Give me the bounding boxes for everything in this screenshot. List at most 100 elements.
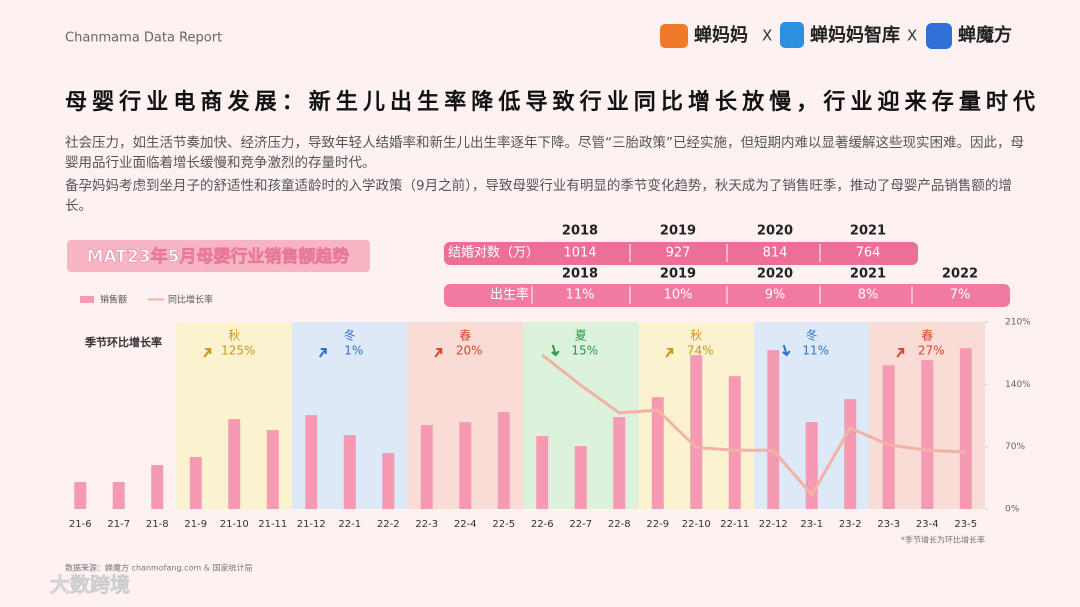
x-tick-label: 21-9	[184, 519, 207, 530]
season-name: 冬	[806, 328, 818, 343]
x-tick-label: 22-6	[531, 519, 554, 530]
bar	[497, 412, 510, 509]
trend-arrow	[318, 348, 327, 358]
table-year: 2021	[850, 224, 886, 239]
x-tick-label: 22-3	[415, 519, 438, 530]
trend-arrow	[782, 344, 791, 357]
x-tick-label: 21-8	[146, 519, 169, 530]
x-tick-label: 22-8	[608, 519, 631, 530]
x-tick-label: 21-10	[220, 519, 249, 530]
bar	[882, 365, 895, 509]
watermark: 大数跨境	[50, 573, 130, 597]
x-tick-label: 21-7	[107, 519, 130, 530]
logo-icon	[926, 23, 952, 49]
x-tick-label: 22-2	[377, 519, 400, 530]
y2-tick-label: 70%	[1005, 442, 1025, 452]
table-row-bg	[444, 242, 918, 265]
y2-tick-label: 0%	[1005, 505, 1020, 515]
bar	[382, 453, 395, 509]
bar	[536, 436, 549, 509]
bar	[959, 348, 972, 509]
table-year: 2021	[850, 267, 886, 282]
x-tick-label: 23-3	[877, 519, 900, 530]
trend-arrow	[665, 348, 674, 358]
y2-tick-label: 210%	[1005, 318, 1031, 328]
table-value: 9%	[765, 288, 786, 303]
x-tick-label: 21-11	[258, 519, 287, 530]
season-change: 1%	[344, 344, 363, 358]
bar	[266, 430, 279, 509]
x-tick-label: 23-1	[800, 519, 823, 530]
bar	[151, 465, 164, 509]
bar	[651, 397, 664, 509]
season-change: 27%	[918, 344, 945, 358]
bar	[844, 399, 857, 509]
bar	[574, 446, 587, 509]
x-tick-label: 23-2	[839, 519, 862, 530]
paragraphs: 社会压力，如生活节奏加快、经济压力，导致年轻人结婚率和新生儿出生率逐年下降。尽管…	[65, 133, 1030, 219]
table-year: 2019	[660, 267, 696, 282]
logo: 蝉妈妈	[694, 24, 748, 46]
season-change: 125%	[221, 344, 255, 358]
bar	[459, 422, 472, 509]
season-change: 20%	[456, 344, 483, 358]
bar	[613, 417, 626, 509]
x-tick-label: 22-11	[720, 519, 749, 530]
table-value: 814	[763, 246, 788, 261]
table-row-label: 出生率	[490, 287, 529, 303]
logo-sep: X	[907, 27, 917, 45]
bar	[305, 415, 318, 509]
x-tick-label: 22-9	[646, 519, 669, 530]
logo: 蝉魔方	[958, 24, 1012, 46]
season-name: 春	[921, 329, 933, 343]
line	[541, 353, 966, 497]
table-year: 2018	[562, 267, 598, 282]
bar	[420, 425, 433, 509]
paragraph: 社会压力，如生活节奏加快、经济压力，导致年轻人结婚率和新生儿出生率逐年下降。尽管…	[65, 135, 1024, 171]
table-value: 764	[856, 246, 881, 261]
report-label: Chanmama Data Report	[65, 31, 222, 46]
table-year: 2020	[757, 267, 793, 282]
season-name: 秋	[228, 329, 240, 343]
chart-title-box	[67, 240, 370, 272]
table-year: 2020	[757, 224, 793, 239]
trend-arrow	[551, 344, 560, 357]
logo-icon	[660, 24, 688, 48]
logo-icon	[780, 22, 804, 48]
x-tick-label: 22-4	[454, 519, 477, 530]
bar	[343, 435, 356, 509]
table-year: 2022	[942, 267, 978, 282]
bar	[189, 457, 202, 509]
source: 数据来源：蝉魔方 chanmofang.com & 国家统计局	[65, 563, 253, 573]
x-tick-label: 23-4	[916, 519, 939, 530]
x-tick-label: 22-1	[338, 519, 361, 530]
bar	[112, 482, 125, 509]
logo-sep: X	[762, 27, 772, 45]
table-value: 1014	[563, 246, 596, 261]
x-tick-label: 22-12	[759, 519, 788, 530]
season-change: 74%	[687, 344, 714, 358]
x-tick-label: 21-6	[69, 519, 92, 530]
bar	[690, 355, 703, 509]
table-value: 8%	[858, 288, 879, 303]
table-value: 7%	[950, 288, 971, 303]
season-change: 11%	[802, 344, 829, 358]
season-name: 夏	[575, 329, 587, 343]
x-tick-label: 22-5	[492, 519, 515, 530]
trend-arrow	[434, 348, 443, 358]
table-value: 927	[666, 246, 691, 261]
legend-label: 同比增长率	[168, 294, 213, 306]
table-value: 10%	[664, 288, 693, 303]
subtitle: 季节环比增长率	[84, 335, 162, 349]
table-value: 11%	[566, 288, 595, 303]
x-tick-label: 22-10	[682, 519, 711, 530]
legend-swatch	[80, 296, 94, 303]
chart-title: MAT23年5月母婴行业销售额趋势	[87, 246, 350, 267]
bar	[74, 482, 87, 509]
trend-arrow	[896, 348, 905, 358]
x-tick-label: 21-12	[297, 519, 326, 530]
logo: 蝉妈妈智库	[810, 24, 900, 46]
table-year: 2018	[562, 224, 598, 239]
